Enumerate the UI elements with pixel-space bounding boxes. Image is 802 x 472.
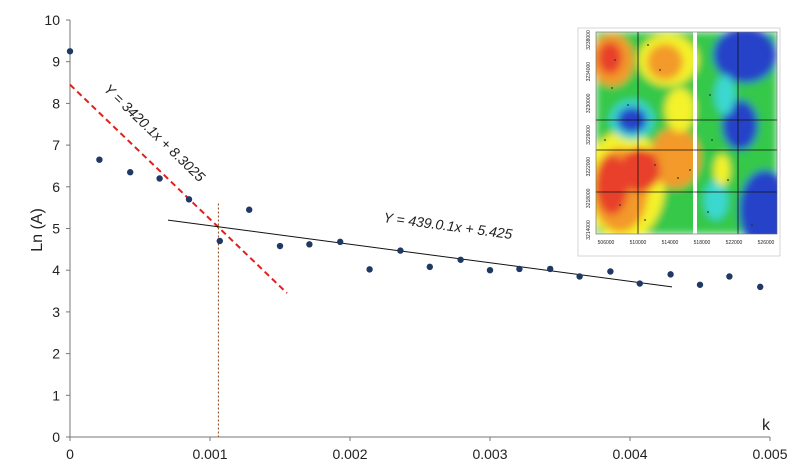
y-ticks: 0 1 2 3 4 5 6 7 8 9 10 bbox=[44, 12, 70, 445]
x-axis-label: k bbox=[762, 417, 771, 434]
y-tick-label: 5 bbox=[52, 221, 60, 237]
data-point bbox=[96, 156, 103, 163]
x-tick-label: 0 bbox=[66, 446, 74, 462]
y-tick-label: 6 bbox=[52, 179, 60, 195]
data-point bbox=[696, 281, 704, 288]
data-point bbox=[516, 265, 523, 273]
fit-line-shallow bbox=[167, 219, 673, 288]
data-point bbox=[66, 48, 74, 55]
fit-equation-steep: Y = 3420.1x + 8.3025 bbox=[101, 81, 209, 185]
inset-x-label: 518000 bbox=[694, 240, 711, 246]
data-point bbox=[726, 273, 733, 280]
fit-lines bbox=[69, 83, 673, 437]
fit-equation-shallow: Y = 439.0.1x + 5.425 bbox=[383, 209, 514, 242]
inset-y-label: 3222000 bbox=[586, 157, 592, 177]
fit-line-steep bbox=[69, 83, 288, 294]
inset-y-labels: 3238000 3234000 3230000 3226000 3222000 32180… bbox=[586, 30, 592, 240]
y-tick-label: 4 bbox=[52, 262, 60, 278]
inset-y-label: 3218000 bbox=[586, 188, 592, 208]
inset-x-label: 510000 bbox=[630, 240, 647, 246]
data-point bbox=[366, 266, 373, 273]
data-point bbox=[246, 206, 253, 213]
data-point bbox=[185, 196, 193, 203]
inset-x-label: 514000 bbox=[662, 240, 679, 246]
x-tick-label: 0.003 bbox=[472, 446, 507, 462]
inset-y-label: 3238000 bbox=[586, 30, 592, 50]
data-point bbox=[397, 247, 404, 254]
y-tick-label: 2 bbox=[52, 346, 60, 362]
data-point bbox=[337, 238, 344, 246]
data-points bbox=[66, 48, 764, 291]
inset-x-label: 522000 bbox=[726, 240, 743, 246]
inset-map-body bbox=[596, 32, 777, 234]
data-point bbox=[667, 271, 674, 278]
x-tick-label: 0.005 bbox=[752, 446, 787, 462]
data-point bbox=[457, 256, 464, 263]
y-axis-label: Ln (A) bbox=[29, 208, 46, 252]
y-tick-label: 1 bbox=[52, 387, 60, 403]
data-point bbox=[486, 267, 494, 274]
inset-x-labels: 506000 510000 514000 518000 522000 526000 bbox=[598, 240, 775, 246]
data-point bbox=[156, 175, 163, 182]
x-tick-label: 0.004 bbox=[612, 446, 647, 462]
y-tick-label: 10 bbox=[44, 12, 60, 28]
data-point bbox=[607, 268, 614, 275]
x-tick-label: 0.001 bbox=[192, 446, 227, 462]
data-point bbox=[547, 265, 554, 273]
y-tick-label: 8 bbox=[52, 95, 60, 111]
data-point bbox=[426, 263, 433, 271]
y-tick-label: 9 bbox=[52, 54, 60, 70]
inset-x-label: 506000 bbox=[598, 240, 615, 246]
inset-x-label: 526000 bbox=[758, 240, 775, 246]
data-point bbox=[276, 242, 284, 250]
y-tick-label: 3 bbox=[52, 304, 60, 320]
y-tick-label: 0 bbox=[52, 429, 60, 445]
inset-y-label: 3234000 bbox=[586, 62, 592, 82]
x-ticks: 0 0.001 0.002 0.003 0.004 0.005 bbox=[66, 437, 788, 462]
data-point bbox=[757, 283, 764, 291]
inset-contour-map: 3238000 3234000 3230000 3226000 3222000 32180… bbox=[577, 27, 781, 257]
data-point bbox=[306, 241, 313, 248]
data-point bbox=[576, 273, 583, 280]
data-point bbox=[636, 280, 643, 287]
x-tick-label: 0.002 bbox=[332, 446, 367, 462]
inset-y-label: 3226000 bbox=[586, 125, 592, 145]
data-point bbox=[216, 237, 223, 245]
inset-y-label: 3214000 bbox=[586, 220, 592, 240]
data-point bbox=[127, 169, 134, 176]
inset-y-label: 3230000 bbox=[586, 93, 592, 113]
y-tick-label: 7 bbox=[52, 137, 60, 153]
